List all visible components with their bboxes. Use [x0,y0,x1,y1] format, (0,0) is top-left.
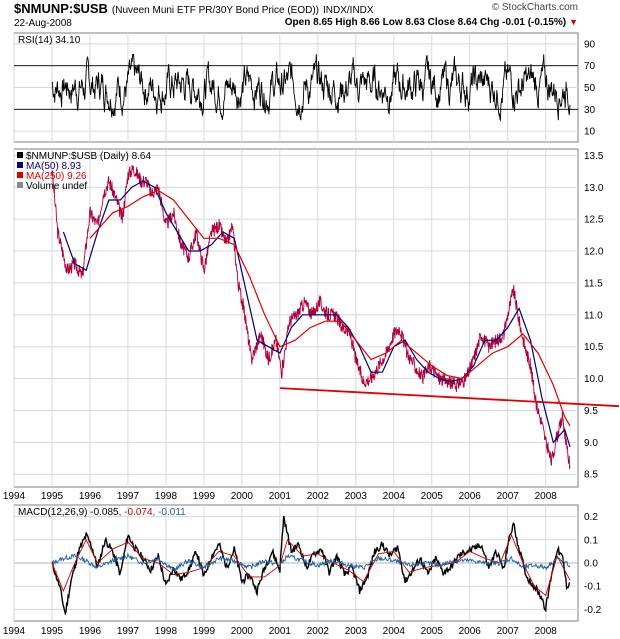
rsi-y-tick-label: 90 [584,39,596,50]
macd-x-tick-label: 1996 [79,626,102,637]
price-x-tick-label: 2004 [383,491,406,502]
macd-y-tick-label: 0.2 [584,512,598,523]
macd-x-tick-label: 2002 [307,626,330,637]
price-x-tick-label: 2000 [231,491,254,502]
price-x-tick-label: 1997 [117,491,140,502]
symbol-title: $NMUNP:$USB (Nuveen Muni ETF PR/30Y Bond … [14,1,374,16]
ma250-line [89,189,571,427]
ma50-legend: MA(50) 8.93 [26,161,81,172]
volume-legend-swatch [17,182,23,188]
symbol-description: (Nuveen Muni ETF PR/30Y Bond Price (EOD)… [111,5,320,16]
price-y-tick-label: 8.5 [584,470,598,481]
price-x-tick-label: 2008 [535,491,558,502]
high-value: 8.66 [360,17,380,28]
price-y-tick-label: 10.5 [584,342,604,353]
macd-x-tick-label: 2006 [459,626,482,637]
price-y-tick-label: 9.5 [584,406,598,417]
open-label: Open [284,17,311,28]
price-y-tick-label: 12.0 [584,247,604,258]
macd-x-tick-label: 2008 [535,626,558,637]
low-value: 8.63 [405,17,425,28]
rsi-y-tick-label: 70 [584,61,596,72]
macd-histogram-line [51,552,571,572]
rsi-y-tick-label: 10 [584,127,596,138]
macd-x-tick-label: 1999 [193,626,216,637]
price-y-tick-label: 11.5 [584,278,603,289]
quote-summary: Open 8.65 High 8.66 Low 8.63 Close 8.64 … [285,17,578,28]
rsi-legend: RSI(14) 34.10 [18,35,81,46]
macd-signal-line [51,534,571,597]
macd-y-tick-label: 0.0 [584,559,598,570]
rsi-y-tick-label: 50 [584,83,596,94]
macd-x-tick-label: 2007 [497,626,520,637]
macd-y-tick-label: 0.1 [584,535,598,546]
price-x-tick-label: 2005 [421,491,444,502]
macd-y-tick-label: -0.2 [584,605,602,616]
price-y-tick-label: 13.5 [584,151,604,162]
quote-date: 22-Aug-2008 [14,18,72,29]
ma50-line [62,180,571,447]
low-label: Low [382,17,403,28]
macd-x-tick-label: 1995 [41,626,64,637]
price-x-tick-label: 1996 [79,491,102,502]
symbol-text: $NMUNP:$USB [14,1,108,16]
price-y-tick-label: 12.5 [584,215,604,226]
price-x-tick-label: 2007 [497,491,520,502]
macd-legend-signal: , -0.074 [119,507,153,518]
chg-label: Chg [479,17,500,28]
ma50-legend-swatch [17,162,23,168]
chg-value: -0.01 (-0.15%) [502,17,567,28]
rsi-y-tick-label: 30 [584,105,596,116]
macd-x-tick-label: 2000 [231,626,254,637]
price-legend-swatch [17,152,23,158]
macd-x-tick-label: 1997 [117,626,140,637]
exchange: INDX/INDX [323,5,374,16]
price-x-tick-label: 2002 [307,491,330,502]
volume-legend: Volume undef [26,181,87,192]
price-x-tick-label: 1998 [155,491,178,502]
price-y-tick-label: 11.0 [584,310,603,321]
macd-legend-hist: , -0.011 [153,507,187,518]
macd-x-tick-label: 2001 [269,626,292,637]
price-x-tick-label: 1994 [3,491,26,502]
down-triangle-icon: ▼ [569,17,578,27]
ma250-legend: MA(250) 9.26 [26,171,87,182]
macd-legend: MACD(12,26,9) -0.085, -0.074, -0.011 [18,507,186,518]
open-value: 8.65 [313,17,333,28]
macd-legend-label: MACD(12,26,9) [18,507,87,518]
macd-x-tick-label: 1994 [3,626,26,637]
price-legend: $NMUNP:$USB (Daily) 8.64 [26,151,151,162]
rsi-line [51,53,571,122]
macd-line [51,515,571,616]
price-x-tick-label: 1999 [193,491,216,502]
price-x-tick-label: 2003 [345,491,368,502]
price-y-tick-label: 10.0 [584,374,604,385]
macd-y-tick-label: -0.1 [584,582,602,593]
macd-legend-value: -0.085 [87,507,119,518]
price-x-tick-label: 1995 [41,491,64,502]
price-x-tick-label: 2006 [459,491,482,502]
close-label: Close [427,17,455,28]
macd-x-tick-label: 2005 [421,626,444,637]
price-y-tick-label: 13.0 [584,183,604,194]
support-trendline [279,387,620,408]
macd-x-tick-label: 2004 [383,626,406,637]
price-line [51,165,571,470]
macd-x-tick-label: 2003 [345,626,368,637]
price-y-tick-label: 9.0 [584,438,598,449]
chart-header: $NMUNP:$USB (Nuveen Muni ETF PR/30Y Bond … [0,0,620,34]
macd-x-tick-label: 1998 [155,626,178,637]
brand-link[interactable]: © StockCharts.com [491,2,578,13]
high-label: High [335,17,358,28]
ma250-legend-swatch [17,172,23,178]
price-x-tick-label: 2001 [269,491,292,502]
close-value: 8.64 [457,17,478,28]
